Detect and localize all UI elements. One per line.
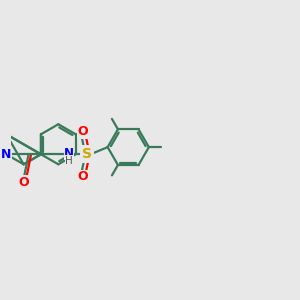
Text: H: H xyxy=(65,156,73,166)
Text: N: N xyxy=(1,148,11,161)
Text: S: S xyxy=(82,147,92,161)
Text: O: O xyxy=(77,125,88,138)
Text: O: O xyxy=(19,176,29,188)
Text: O: O xyxy=(77,170,88,183)
Text: N: N xyxy=(64,147,74,160)
